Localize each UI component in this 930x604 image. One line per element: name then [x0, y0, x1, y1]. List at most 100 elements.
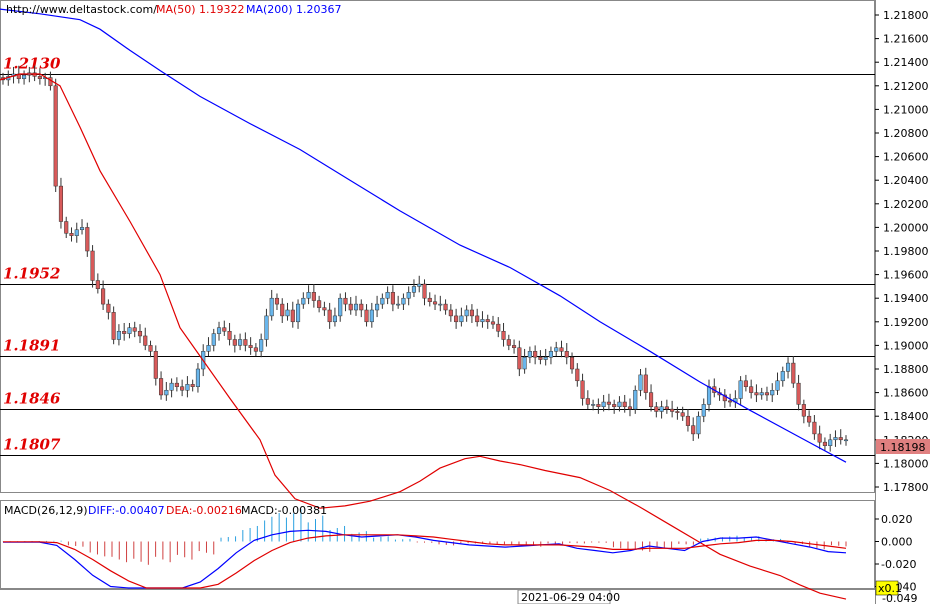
price-axis [875, 0, 930, 604]
candle-body [743, 380, 748, 387]
macd-bottom-tick: -0.049 [882, 592, 917, 604]
site-url[interactable]: http://www.deltastock.com/ [6, 3, 157, 16]
candle-body [37, 76, 42, 79]
candle-body [512, 345, 517, 349]
candle-body [685, 415, 690, 426]
candle-body [475, 315, 480, 323]
current-price-badge [876, 439, 930, 454]
candle-body [285, 309, 290, 317]
candle-body [64, 221, 69, 234]
candle-body [311, 292, 316, 301]
macd-diff-line [3, 529, 847, 589]
support-resistance-levels: 1.2130 1.1952 1.1891 1.1846 1.1807 [0, 55, 875, 456]
candle-body [216, 327, 222, 334]
candle-body [53, 85, 58, 187]
zoom-badge[interactable] [875, 580, 899, 596]
candle-body [670, 408, 675, 412]
candle-body [280, 303, 285, 317]
candle-body [322, 307, 327, 311]
candle-body [353, 303, 359, 311]
candle-body [591, 404, 596, 406]
candle-body [375, 303, 380, 311]
candle-body [770, 389, 775, 396]
candle-body [185, 384, 190, 391]
candle-body [527, 351, 532, 358]
candle-body [253, 347, 258, 352]
candle-body [448, 309, 453, 317]
zoom-value: x0.1 [878, 582, 902, 595]
candle-body [543, 356, 548, 360]
candle-body [564, 351, 569, 358]
level-label: 1.2130 [3, 55, 61, 73]
macd-diff-value: DIFF:-0.00407 [88, 504, 165, 517]
price-axis-ticks: 1.21800 1.21600 1.21400 1.21200 1.21000 1.208… [875, 9, 929, 494]
candle-body [664, 406, 669, 410]
candle-body [517, 347, 522, 370]
candle-body [791, 362, 796, 384]
candle-body [58, 185, 64, 222]
candle-body [548, 351, 554, 358]
candle-body [348, 303, 353, 311]
candle-body [585, 398, 590, 405]
candle-body [264, 315, 269, 340]
candle-body [269, 297, 274, 317]
candle-body [807, 415, 812, 423]
price-tick-label: 1.20000 [883, 221, 929, 234]
candle-body [469, 309, 474, 317]
macd-tick-label: 0.020 [881, 513, 913, 526]
candle-body [90, 250, 95, 281]
macd-indicator [2, 509, 847, 589]
candle-body [443, 303, 448, 311]
price-tick-label: 1.21200 [883, 80, 929, 93]
candle-body [232, 339, 237, 346]
price-tick-label: 1.20800 [883, 127, 929, 140]
price-tick-label: 1.21400 [883, 56, 929, 69]
candle-body [728, 400, 733, 403]
candle-body [569, 356, 575, 370]
candle-body [633, 389, 638, 410]
candle-body [164, 389, 169, 396]
candle-body [122, 330, 127, 334]
candle-body [190, 384, 195, 387]
macd-macd-value: MACD:-0.00381 [241, 504, 327, 517]
candle-body [812, 421, 817, 435]
candle-body [222, 327, 227, 332]
candle-body [380, 297, 385, 305]
candle-body [843, 439, 849, 442]
candle-body [132, 327, 137, 332]
candle-body [174, 382, 179, 387]
candle-body [390, 292, 395, 305]
candle-body [490, 321, 496, 325]
candle-body [454, 315, 459, 323]
candle-body [22, 74, 27, 79]
candle-body [817, 433, 822, 443]
macd-dea-value: DEA:-0.00216 [166, 504, 242, 517]
candle-body [332, 315, 337, 323]
price-tick-label: 1.19400 [883, 292, 929, 305]
candle-body [617, 401, 622, 408]
price-tick-label: 1.17800 [883, 481, 929, 494]
candle-body [596, 404, 601, 408]
candle-body [459, 315, 464, 323]
candle-body [238, 339, 243, 346]
candle-body [506, 339, 511, 346]
candle-body [749, 386, 754, 393]
candle-body [259, 339, 264, 352]
candle-body [675, 411, 680, 413]
price-tick-label: 1.18800 [883, 363, 929, 376]
macd-tick-label: -0.020 [881, 558, 916, 571]
ma50-value: 1.19322 [199, 3, 245, 16]
price-panel-frame [0, 0, 875, 493]
candle-body [496, 323, 501, 332]
candle-body [153, 351, 158, 379]
candle-body [759, 392, 764, 396]
candle-body [801, 404, 806, 417]
ma200-value: 1.20367 [296, 3, 342, 16]
candle-body [359, 303, 364, 311]
candle-body [79, 227, 85, 231]
current-price-value: 1.18198 [880, 441, 926, 454]
candle-body [148, 345, 153, 352]
candle-body [464, 309, 469, 317]
candle-body [485, 319, 490, 323]
